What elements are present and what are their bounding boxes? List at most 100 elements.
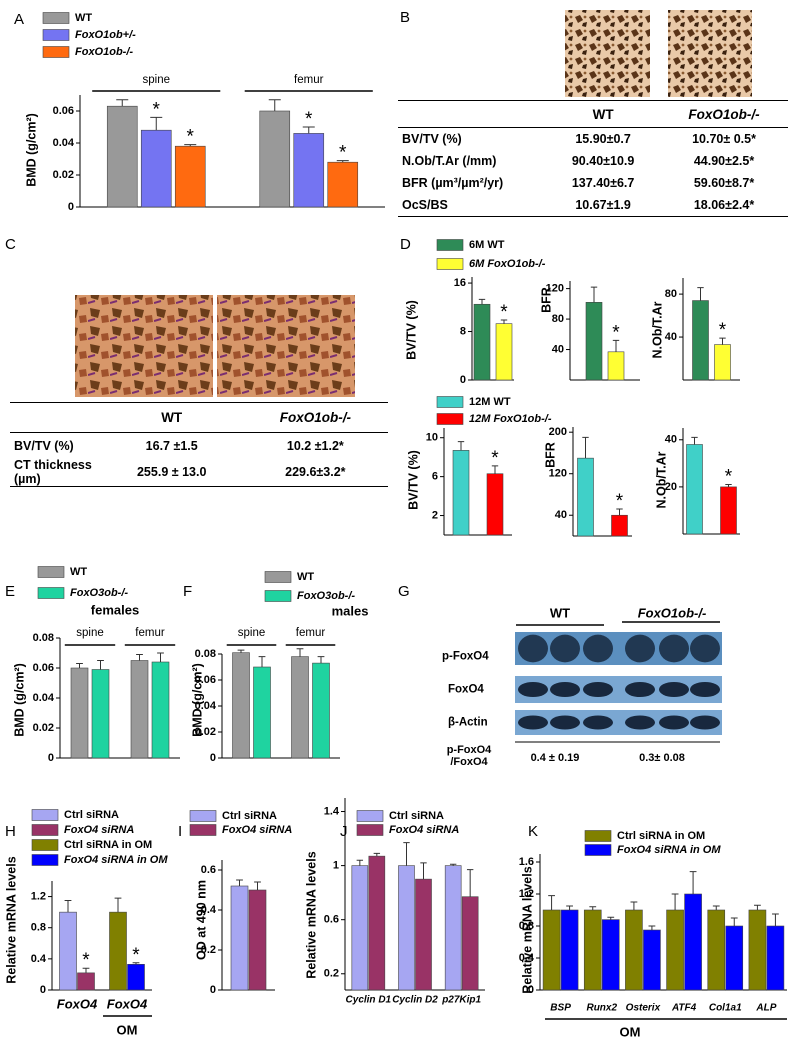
y-tick-label: 40 [555,509,567,521]
row-label: N.Ob/T.Ar (/mm) [402,154,497,168]
bar [495,323,513,381]
y-tick-label: 0.6 [324,914,339,926]
bar [291,656,309,759]
category-label: spine [238,627,266,639]
bar [692,300,709,381]
blot-band [659,681,689,698]
significance-marker: * [339,143,347,164]
histology-image [75,295,213,397]
legend-swatch [42,46,70,58]
legend-label: FoxO4 siRNA [222,824,292,836]
error-bar [336,160,349,163]
panel-label: F [183,583,192,600]
legend-label: Ctrl siRNA [222,810,277,822]
y-axis-label: BMD (g/cm²) [12,663,26,737]
histology-image [668,10,752,97]
category-label: FoxO4 [107,996,148,1011]
table-row: BV/TV (%) 16.7 ±1.5 10.2 ±1.2* [10,433,388,459]
y-tick-label: 1 [333,860,339,872]
y-axis-label: Relative mRNA levels [4,856,18,983]
bar [327,161,359,208]
y-tick-label: 0.06 [33,662,54,674]
bar [461,896,479,991]
panel-label: G [398,583,410,600]
lane-group-label: WT [550,605,570,620]
table-cell: 10.67±1.9 [575,198,631,212]
legend-label: 12M WT [469,396,511,408]
x-axis-label: OM [117,1022,138,1037]
y-axis-label: BV/TV (%) [406,450,420,510]
bar [725,925,744,991]
error-bar [730,917,738,926]
significance-marker: * [616,491,624,512]
blot-band [518,634,548,663]
error-bar [258,656,266,667]
bar [585,302,603,381]
y-tick-label: 1.2 [519,888,534,900]
bar [415,878,432,991]
y-tick-label: 0 [460,374,466,386]
y-tick-label: 0 [68,201,74,213]
panel-label: D [400,236,411,253]
error-bar [296,648,304,657]
error-bar [712,905,720,910]
table-body: BV/TV (%) 15.90±0.7 10.70± 0.5* N.Ob/T.Ar (… [398,128,788,217]
legend-swatch [436,258,464,270]
category-label: femur [296,627,326,639]
bar [151,661,170,759]
y-tick-label: 120 [549,468,567,480]
bar [643,929,661,991]
legend-label: FoxO4 siRNA [64,824,134,836]
y-tick-label: 1.2 [31,890,46,902]
table-cell: 10.70± 0.5* [692,132,756,146]
legend-swatch [584,844,612,856]
row-label: OcS/BS [402,198,448,212]
bar [368,855,386,991]
y-tick-label: 2 [432,509,438,521]
y-tick-label: 80 [665,288,677,300]
blot-band [550,715,580,730]
table-row: CT thickness (µm) 255.9 ± 13.0 229.6±3.2* [10,458,388,487]
bar [351,865,369,991]
table: WT FoxO1ob-/- BV/TV (%) 16.7 ±1.5 10.2 ±1.2*… [10,402,388,487]
error-bar [302,126,315,134]
category-label: femur [294,74,324,86]
bar [583,909,602,991]
category-label: Cyclin D1 [346,995,392,1006]
table-cell: 90.40±10.9 [571,154,635,168]
significance-marker: * [491,448,499,469]
bar [666,909,684,991]
column-header: FoxO1ob-/- [279,410,351,425]
panel-label: J [340,823,348,840]
y-tick-label: 40 [665,331,677,343]
category-label: spine [143,74,171,86]
error-bar [132,962,140,965]
panel-label: I [178,823,182,840]
category-label: BSP [550,1003,571,1014]
row-label: BV/TV (%) [402,132,462,146]
error-bar [648,925,656,930]
band-label: β-Actin [448,717,488,729]
error-bar [420,862,427,880]
legend-label: FoxO4 siRNA in OM [64,854,168,866]
blot-band [583,681,613,698]
error-bar [689,871,697,894]
bar [473,303,491,381]
legend-swatch [31,809,59,821]
legend-label: FoxO1ob+/- [75,29,136,41]
x-axis-label: OM [620,1024,641,1039]
significance-marker: * [612,322,620,343]
y-tick-label: 0 [210,984,216,996]
bar [127,964,145,991]
error-bar [772,913,779,926]
y-axis-label: BMD (g/cm²) [190,663,204,737]
legend-label: FoxO3ob-/- [70,587,128,599]
error-bar [356,859,364,866]
error-bar [719,337,726,345]
y-axis-label: BFR [539,287,553,313]
error-bar [157,652,164,662]
bar [77,972,95,991]
category-label: Runx2 [586,1003,617,1014]
y-tick-label: 20 [665,481,677,493]
